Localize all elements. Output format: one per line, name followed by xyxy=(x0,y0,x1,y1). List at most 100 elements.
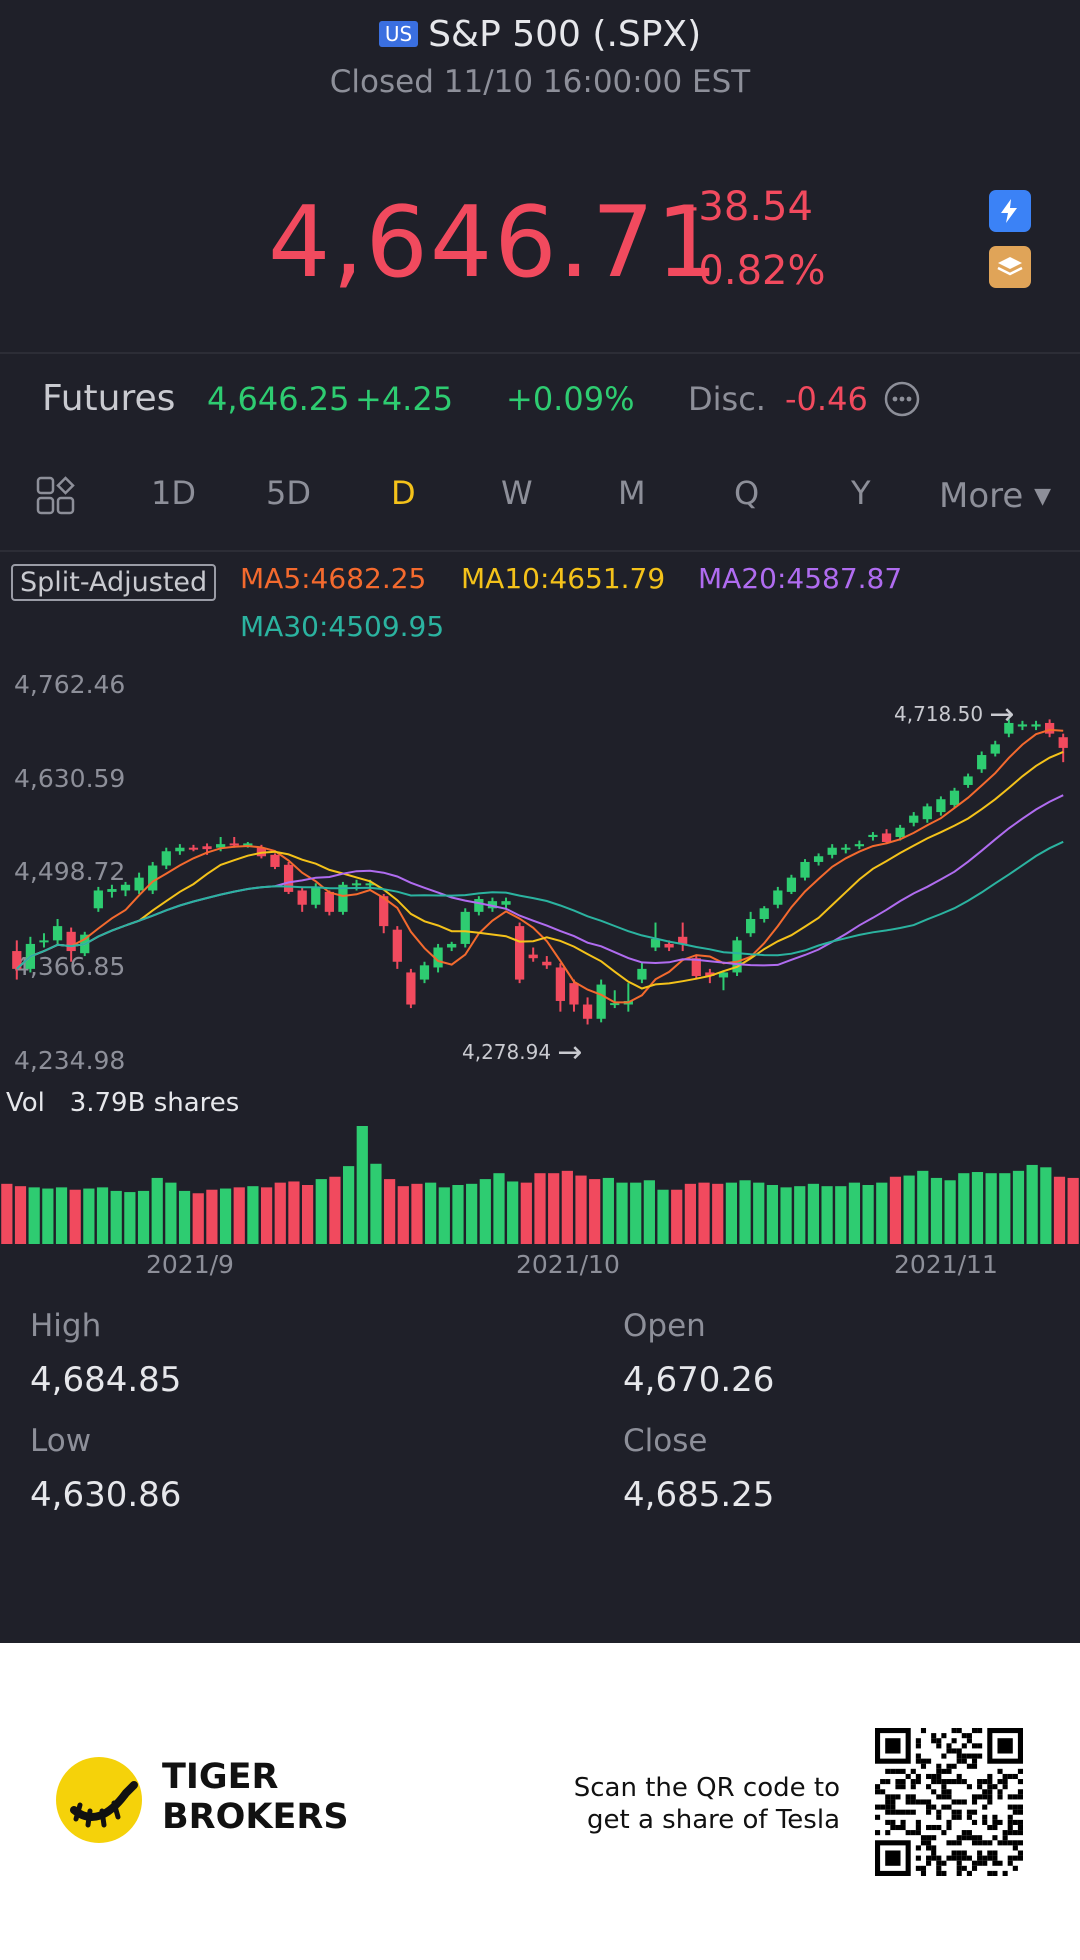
candle-body xyxy=(949,790,960,805)
qr-module xyxy=(1012,1840,1018,1846)
volume-bar xyxy=(1053,1176,1066,1244)
tab-1d[interactable]: 1D xyxy=(151,474,196,512)
candle-body xyxy=(1031,724,1041,727)
volume-bar xyxy=(780,1187,792,1244)
volume-bar xyxy=(848,1182,861,1244)
candlestick-chart[interactable] xyxy=(0,660,1080,1070)
qr-module xyxy=(1012,1773,1018,1780)
y-tick-label: 4,630.59 xyxy=(14,764,126,793)
stack-icon[interactable] xyxy=(989,246,1031,288)
candle-body xyxy=(447,943,457,948)
qr-module xyxy=(875,1789,881,1795)
candle-body xyxy=(569,983,579,1005)
candle-body xyxy=(705,972,715,977)
volume-bar xyxy=(219,1188,232,1244)
qr-module xyxy=(895,1824,901,1831)
tab-more[interactable]: More ▼ xyxy=(939,476,1051,516)
tab-y[interactable]: Y xyxy=(851,474,871,512)
candle-body xyxy=(582,1004,593,1019)
qr-module xyxy=(951,1728,957,1734)
qr-module xyxy=(941,1794,947,1800)
qr-module xyxy=(956,1809,962,1815)
volume-bar xyxy=(889,1176,902,1244)
qr-module xyxy=(885,1830,891,1836)
qr-module xyxy=(920,1763,927,1769)
candle-body xyxy=(107,889,117,892)
volume-bar xyxy=(589,1179,601,1244)
qr-module xyxy=(982,1789,988,1795)
volume-bar xyxy=(1026,1164,1038,1244)
qr-module xyxy=(956,1728,962,1734)
qr-module xyxy=(1002,1830,1008,1836)
candle-body xyxy=(175,847,185,852)
qr-module xyxy=(920,1840,927,1846)
qr-module xyxy=(966,1835,972,1841)
candle-body xyxy=(229,843,239,846)
candle-body xyxy=(800,861,810,878)
qr-module xyxy=(926,1835,932,1841)
candle-body xyxy=(392,929,402,962)
qr-module xyxy=(941,1804,947,1810)
index-name: S&P 500 (.SPX) xyxy=(428,14,702,55)
volume-bar xyxy=(520,1182,532,1244)
qr-module xyxy=(1017,1789,1023,1795)
qr-module xyxy=(982,1804,988,1810)
layout-grid-icon[interactable] xyxy=(36,476,76,516)
volume-bar xyxy=(821,1186,833,1244)
candle-body xyxy=(637,968,647,980)
qr-module xyxy=(951,1814,957,1820)
candle-body xyxy=(596,984,606,1019)
qr-module xyxy=(961,1743,967,1749)
volume-bar xyxy=(343,1166,355,1244)
qr-module xyxy=(926,1845,932,1851)
qr-module xyxy=(992,1860,998,1866)
tab-m[interactable]: M xyxy=(618,474,646,512)
tab-w[interactable]: W xyxy=(501,474,533,512)
candle-body xyxy=(977,755,987,770)
tab-q[interactable]: Q xyxy=(734,474,760,512)
candle-body xyxy=(881,833,892,843)
qr-module xyxy=(961,1850,967,1856)
qr-module xyxy=(915,1845,921,1851)
qr-module xyxy=(946,1804,952,1810)
tiger-logo-icon xyxy=(54,1755,144,1845)
volume-bar xyxy=(999,1173,1011,1244)
tab-d[interactable]: D xyxy=(391,474,416,512)
qr-module xyxy=(910,1784,916,1790)
candle-body xyxy=(650,938,661,948)
qr-module xyxy=(956,1865,962,1871)
volume-bar xyxy=(712,1183,724,1244)
tab-5d[interactable]: 5D xyxy=(266,474,311,512)
qr-module xyxy=(946,1840,952,1846)
qr-finder-module xyxy=(885,1738,901,1754)
candle-body xyxy=(243,843,253,846)
volume-title: Vol xyxy=(6,1088,45,1118)
y-tick-label: 4,762.46 xyxy=(14,670,126,699)
qr-module xyxy=(926,1758,932,1764)
qr-module xyxy=(915,1738,921,1744)
qr-module xyxy=(956,1758,962,1764)
qr-module xyxy=(905,1794,911,1800)
ma30-legend: MA30:4509.95 xyxy=(240,610,445,643)
volume-chart[interactable] xyxy=(0,1120,1080,1245)
qr-module xyxy=(885,1819,891,1825)
qr-module xyxy=(1007,1794,1013,1800)
qr-module xyxy=(936,1809,942,1815)
qr-module xyxy=(977,1835,983,1841)
qr-module xyxy=(885,1768,891,1774)
qr-module xyxy=(885,1794,891,1800)
chevron-down-icon: ▼ xyxy=(1034,484,1052,509)
candle-body xyxy=(501,901,511,905)
qr-module xyxy=(910,1794,916,1800)
candle-body xyxy=(1004,722,1014,734)
lightning-icon[interactable] xyxy=(989,190,1031,232)
candle-body xyxy=(39,940,49,943)
qr-module xyxy=(936,1763,942,1769)
qr-module xyxy=(971,1835,978,1841)
qr-module xyxy=(951,1809,957,1815)
qr-module xyxy=(875,1814,881,1820)
qr-module xyxy=(890,1809,896,1815)
split-adjusted-toggle[interactable]: Split-Adjusted xyxy=(11,564,217,601)
qr-module xyxy=(931,1733,937,1739)
more-options-icon[interactable] xyxy=(884,381,920,417)
